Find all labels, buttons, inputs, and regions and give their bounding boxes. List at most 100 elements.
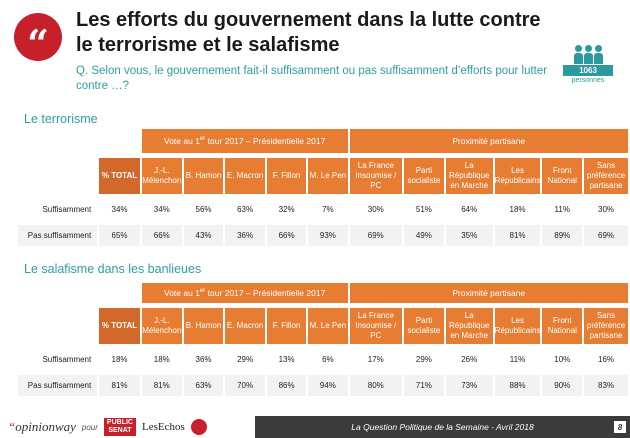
table-cell: 66% <box>141 225 182 246</box>
people-icon <box>563 44 613 64</box>
table-cell: 56% <box>195 205 212 214</box>
table-cell: 43% <box>183 225 224 246</box>
column-header: La France Insoumise / PC <box>349 308 403 344</box>
group-header-vote: Vote au 1er tour 2017 – Présidentielle 2… <box>141 129 348 153</box>
table-cell: 71% <box>404 375 444 396</box>
table-cell: 18% <box>153 355 170 364</box>
table-cell: 13% <box>278 355 295 364</box>
section-title-terrorisme: Le terrorisme <box>24 112 98 126</box>
column-header: Les Républicains <box>494 308 541 344</box>
table-cell: 81% <box>494 225 541 246</box>
column-header: J.-L. Mélenchon <box>141 308 182 344</box>
column-header: Parti socialiste <box>404 308 444 344</box>
column-header: % TOTAL <box>99 158 140 194</box>
footer-caption: La Question Politique de la Semaine - Av… <box>351 422 534 432</box>
table-cell: 10% <box>554 355 571 364</box>
sample-count: 1063 <box>563 65 613 76</box>
page-number: 8 <box>614 421 626 433</box>
table-cell: 90% <box>542 375 583 396</box>
table-cell: 32% <box>278 205 295 214</box>
column-header: J.-L. Mélenchon <box>141 158 182 194</box>
table-cell: 30% <box>598 205 615 214</box>
table-cell: 94% <box>308 375 348 396</box>
table-cell: 36% <box>195 355 212 364</box>
table-row: Suffisamment 34% 34% 56% 63% 32% 7% 30% … <box>18 199 628 220</box>
table-cell: 11% <box>554 205 570 214</box>
column-header: B. Hamon <box>183 158 224 194</box>
table-cell: 11% <box>509 355 526 364</box>
table-cell: 69% <box>584 225 628 246</box>
public-senat-logo: PUBLIC SENAT <box>103 418 136 436</box>
table-cell: 63% <box>183 375 224 396</box>
table-cell: 18% <box>509 205 526 214</box>
opinionway-logo: “opinionway <box>8 419 76 434</box>
column-header: M. Le Pen <box>308 158 348 194</box>
column-header: Sans préférence partisane <box>584 308 628 344</box>
table-cell: 7% <box>322 205 334 214</box>
column-header: Sans préférence partisane <box>584 158 628 194</box>
table-cell: 64% <box>461 205 478 214</box>
table-cell: 65% <box>99 225 140 246</box>
table-cell: 70% <box>225 375 265 396</box>
table-cell: 81% <box>99 375 140 396</box>
row-label: Pas suffisamment <box>18 375 98 396</box>
group-header-proximity: Proximité partisane <box>349 129 628 153</box>
table-cell: 89% <box>542 225 583 246</box>
row-label: Suffisamment <box>42 205 92 214</box>
column-header: F. Fillon <box>266 308 307 344</box>
column-header: Parti socialiste <box>404 158 444 194</box>
table-cell: 86% <box>266 375 307 396</box>
group-header-proximity: Proximité partisane <box>349 283 628 303</box>
table-cell: 29% <box>237 355 254 364</box>
row-label: Suffisamment <box>42 355 92 364</box>
column-header: E. Macron <box>225 158 265 194</box>
table-cell: 88% <box>494 375 541 396</box>
table-cell: 35% <box>445 225 493 246</box>
table-cell: 49% <box>404 225 444 246</box>
column-header: La France Insoumise / PC <box>349 158 403 194</box>
section-title-salafisme: Le salafisme dans les banlieues <box>24 262 202 276</box>
table-cell: 16% <box>598 355 615 364</box>
column-header: B. Hamon <box>183 308 224 344</box>
table-cell: 73% <box>445 375 493 396</box>
radio-classique-logo <box>190 419 207 435</box>
table-cell: 26% <box>461 355 478 364</box>
table-cell: 18% <box>111 355 128 364</box>
column-header: E. Macron <box>225 308 265 344</box>
pour-label: pour <box>81 422 98 432</box>
quote-icon: “ <box>14 13 62 63</box>
sample-label: personnes <box>571 77 605 84</box>
table-row: Pas suffisamment 81% 81% 63% 70% 86% 94%… <box>18 375 628 396</box>
results-table-terrorisme: Vote au 1er tour 2017 – Présidentielle 2… <box>16 129 630 246</box>
table-cell: 66% <box>266 225 307 246</box>
table-cell: 80% <box>349 375 403 396</box>
page-title: Les efforts du gouvernement dans la lutt… <box>76 9 541 56</box>
table-cell: 17% <box>367 355 384 364</box>
column-header: M. Le Pen <box>308 308 348 344</box>
survey-question: Q. Selon vous, le gouvernement fait-il s… <box>76 65 548 92</box>
table-row: Pas suffisamment 65% 66% 43% 36% 66% 93%… <box>18 225 628 246</box>
table-row: Suffisamment 18% 18% 36% 29% 13% 6% 17% … <box>18 349 628 370</box>
group-header-vote: Vote au 1er tour 2017 – Présidentielle 2… <box>141 283 348 303</box>
table-cell: 34% <box>111 205 128 214</box>
sample-size-badge: 1063 personnes <box>563 44 613 84</box>
table-cell: 63% <box>237 205 254 214</box>
table-cell: 81% <box>141 375 182 396</box>
results-table-salafisme: Vote au 1er tour 2017 – Présidentielle 2… <box>16 283 630 396</box>
table-cell: 36% <box>225 225 265 246</box>
column-header: Front National <box>542 308 583 344</box>
table-cell: 83% <box>584 375 628 396</box>
column-header: La République en Marche <box>445 308 493 344</box>
column-header: Les Républicains <box>494 158 541 194</box>
footer: “opinionway pour PUBLIC SENAT LesEchos La… <box>0 416 630 438</box>
column-header: F. Fillon <box>266 158 307 194</box>
table-cell: 30% <box>367 205 384 214</box>
les-echos-logo: LesEchos <box>141 421 185 433</box>
column-header: % TOTAL <box>99 308 140 344</box>
table-cell: 34% <box>153 205 170 214</box>
column-header: Front National <box>542 158 583 194</box>
row-label: Pas suffisamment <box>18 225 98 246</box>
table-cell: 51% <box>415 205 432 214</box>
column-header: La République en Marche <box>445 158 493 194</box>
table-cell: 93% <box>308 225 348 246</box>
